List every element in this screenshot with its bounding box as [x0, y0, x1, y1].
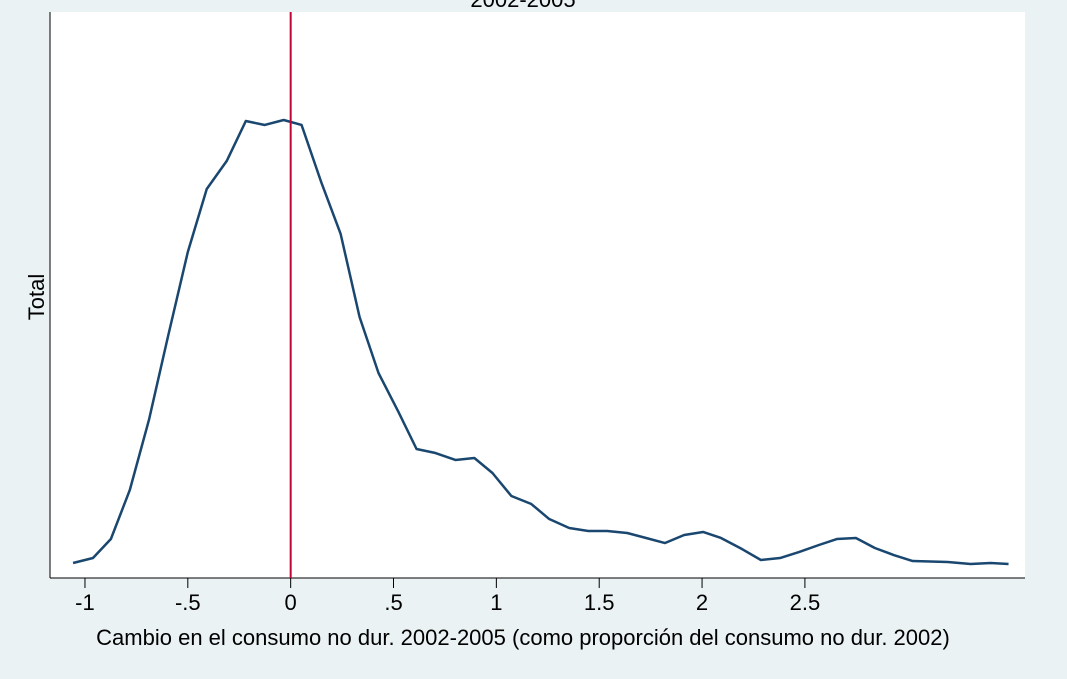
- x-tick-label: 0: [285, 590, 297, 615]
- density-line: [72, 118, 1009, 566]
- y-axis-label: Total: [24, 274, 49, 320]
- x-tick-label: -1: [75, 590, 95, 615]
- plot-area: [50, 12, 1025, 578]
- x-axis-label: Cambio en el consumo no dur. 2002-2005 (…: [96, 625, 950, 650]
- x-tick-label: 2.5: [790, 590, 821, 615]
- x-tick-label: 2: [696, 590, 708, 615]
- chart-title: 2002-2005: [470, 0, 575, 12]
- x-tick-label: .5: [384, 590, 402, 615]
- x-tick-label: -.5: [175, 590, 201, 615]
- x-tick-label: 1.5: [584, 590, 615, 615]
- x-tick-label: 1: [490, 590, 502, 615]
